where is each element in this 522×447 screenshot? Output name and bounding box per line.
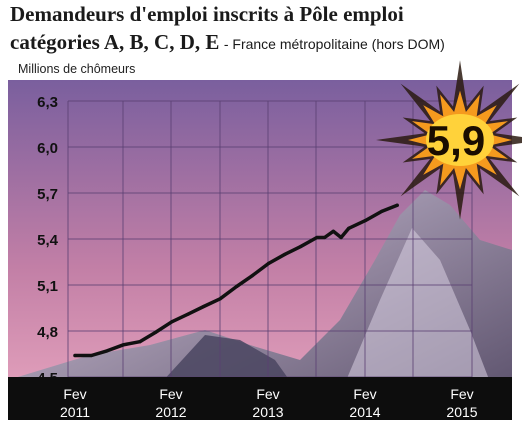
y-tick-label: 5,1 xyxy=(37,278,58,295)
data-point xyxy=(339,235,343,240)
data-point xyxy=(395,203,399,207)
data-point xyxy=(380,209,384,213)
data-point xyxy=(138,340,142,344)
data-point xyxy=(170,320,174,324)
data-point xyxy=(363,219,367,223)
data-point xyxy=(153,330,157,335)
x-tick-label-year: 2014 xyxy=(349,404,380,420)
x-tick-label-month: Fev xyxy=(256,386,279,402)
snow-face xyxy=(340,228,495,395)
y-tick-label: 5,7 xyxy=(37,186,58,203)
x-tick-label-year: 2013 xyxy=(252,404,283,420)
chart-subtitle: - France métropolitaine (hors DOM) xyxy=(223,36,445,52)
x-tick-label-month: Fev xyxy=(450,386,473,402)
data-point xyxy=(234,284,239,289)
chart-title-line1: Demandeurs d'emploi inscrits à Pôle empl… xyxy=(10,2,404,26)
callout-value-label: 5,9 xyxy=(427,117,485,164)
data-point xyxy=(331,229,335,233)
x-tick-label-year: 2012 xyxy=(155,404,186,420)
data-point xyxy=(105,349,109,353)
y-tick-label: 6,3 xyxy=(37,94,58,111)
chart-series xyxy=(73,203,399,358)
callout-burst: 5,9 xyxy=(376,60,522,220)
y-tick-label: 4,8 xyxy=(37,324,58,341)
data-point xyxy=(250,274,254,278)
data-point xyxy=(121,343,125,347)
x-tick-label-month: Fev xyxy=(63,386,86,402)
y-axis-label: Millions de chômeurs xyxy=(18,62,136,76)
data-point xyxy=(202,304,206,309)
data-point xyxy=(347,226,351,230)
x-tick-label-month: Fev xyxy=(159,386,182,402)
data-point xyxy=(323,235,327,240)
x-tick-label-year: 2015 xyxy=(446,404,477,420)
data-point xyxy=(283,252,287,256)
data-point xyxy=(266,261,271,266)
data-point xyxy=(186,312,190,316)
burst-core xyxy=(426,114,494,166)
y-tick-label: 5,4 xyxy=(37,232,59,249)
data-point xyxy=(73,353,77,358)
data-point xyxy=(89,353,94,358)
y-tick-label: 6,0 xyxy=(37,140,58,157)
chart-title-categories: catégories A, B, C, D, E xyxy=(10,30,220,54)
chart-title-line2: catégories A, B, C, D, E - France métrop… xyxy=(10,30,445,55)
x-axis: Fev 2011 Fev 2012 Fev 2013 Fev 2014 Fev 2015 xyxy=(8,377,512,420)
x-tick-label-year: 2011 xyxy=(60,404,90,420)
x-tick-label-month: Fev xyxy=(353,386,376,402)
data-point xyxy=(315,235,319,240)
data-point xyxy=(298,245,303,249)
data-point xyxy=(218,297,222,301)
x-axis-band xyxy=(8,377,512,420)
